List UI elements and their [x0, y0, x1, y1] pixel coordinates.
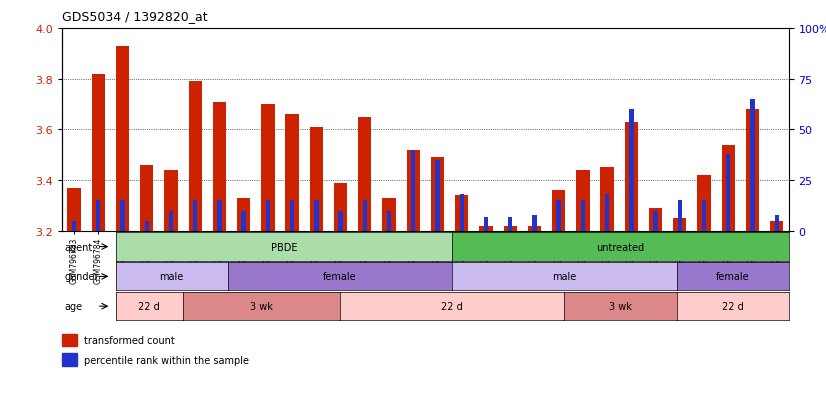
Bar — [217, 201, 221, 231]
Bar — [528, 226, 541, 231]
Bar — [266, 201, 270, 231]
Bar — [673, 218, 686, 231]
Text: PBDE: PBDE — [271, 242, 297, 252]
Bar — [169, 211, 173, 231]
Bar — [406, 150, 420, 231]
Bar — [459, 195, 464, 231]
Text: agent: agent — [64, 242, 93, 252]
Bar — [750, 100, 755, 231]
Bar — [479, 226, 492, 231]
Bar — [649, 209, 662, 231]
Bar — [68, 188, 81, 231]
Bar — [188, 82, 202, 231]
Bar — [552, 191, 565, 231]
Bar — [601, 168, 614, 231]
Bar — [286, 115, 299, 231]
Bar — [261, 105, 274, 231]
Text: percentile rank within the sample: percentile rank within the sample — [84, 355, 249, 365]
Bar — [455, 196, 468, 231]
Bar — [411, 150, 415, 231]
Bar — [116, 47, 129, 231]
Bar — [605, 195, 610, 231]
Bar — [532, 215, 537, 231]
Bar — [358, 117, 372, 231]
Text: 3 wk: 3 wk — [250, 301, 273, 311]
Bar — [62, 334, 77, 346]
Bar — [193, 201, 197, 231]
Bar — [629, 110, 634, 231]
Text: female: female — [716, 272, 749, 282]
Bar — [72, 221, 76, 231]
Text: male: male — [159, 272, 184, 282]
Text: gender: gender — [64, 272, 99, 282]
Bar — [310, 128, 323, 231]
Bar — [290, 201, 294, 231]
Bar — [164, 171, 178, 231]
Bar — [241, 211, 246, 231]
Bar — [653, 211, 657, 231]
Bar — [140, 166, 154, 231]
Text: untreated: untreated — [596, 242, 644, 252]
Bar — [722, 145, 735, 231]
Bar — [746, 110, 759, 231]
Text: transformed count: transformed count — [84, 335, 175, 345]
Bar — [431, 158, 444, 231]
Text: 22 d: 22 d — [441, 301, 463, 311]
Bar — [145, 221, 149, 231]
Text: 22 d: 22 d — [139, 301, 160, 311]
Bar — [508, 217, 512, 231]
Text: 22 d: 22 d — [722, 301, 743, 311]
Bar — [213, 102, 226, 231]
Bar — [435, 161, 439, 231]
Text: 3 wk: 3 wk — [609, 301, 632, 311]
Bar — [775, 215, 779, 231]
Bar — [484, 217, 488, 231]
Bar — [504, 226, 517, 231]
Bar — [557, 201, 561, 231]
Bar — [314, 201, 319, 231]
Bar — [387, 211, 392, 231]
Bar — [726, 154, 730, 231]
Bar — [334, 183, 347, 231]
Bar — [702, 201, 706, 231]
Bar — [697, 176, 710, 231]
Text: male: male — [553, 272, 577, 282]
Bar — [581, 201, 585, 231]
Bar — [339, 211, 343, 231]
Bar — [121, 201, 125, 231]
Bar — [363, 201, 367, 231]
Bar — [382, 198, 396, 231]
Bar — [677, 201, 682, 231]
Bar — [770, 221, 783, 231]
Bar — [577, 171, 590, 231]
Text: female: female — [323, 272, 357, 282]
Bar — [96, 201, 101, 231]
Bar — [237, 198, 250, 231]
Text: age: age — [64, 301, 83, 311]
Text: GDS5034 / 1392820_at: GDS5034 / 1392820_at — [62, 10, 207, 23]
Bar — [92, 74, 105, 231]
Bar — [62, 354, 77, 366]
Bar — [624, 123, 638, 231]
